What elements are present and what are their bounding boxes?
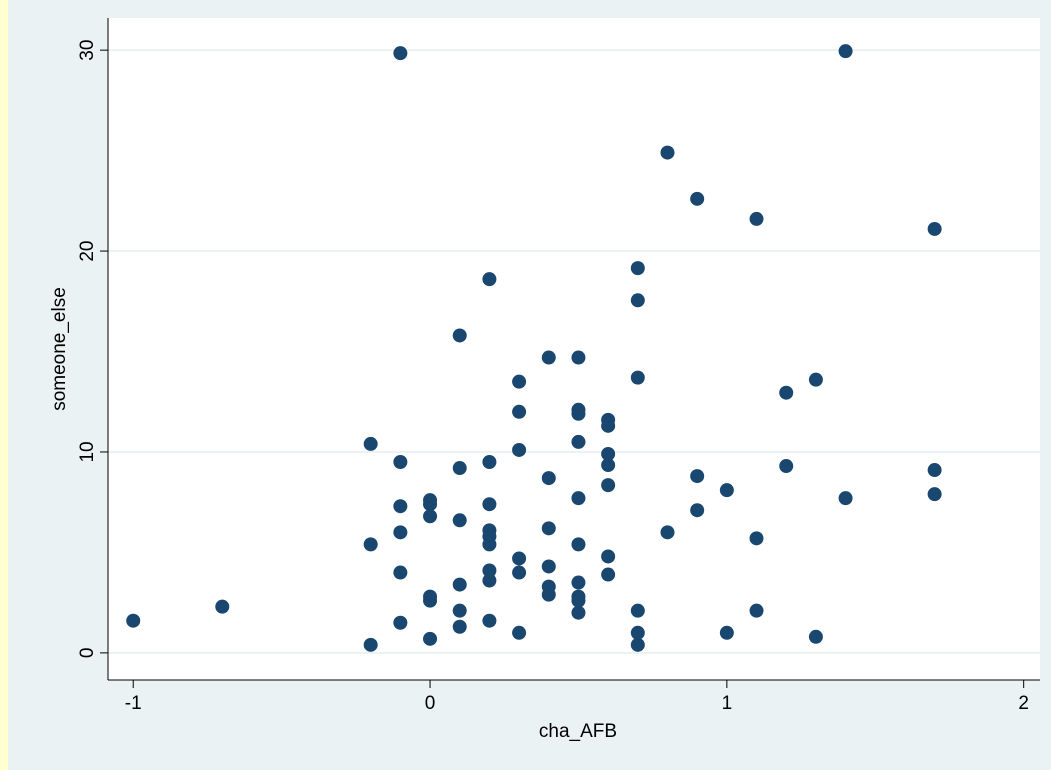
point [512,565,527,580]
point [393,565,408,580]
point [423,593,438,608]
point [482,455,497,470]
x-tick-label: -1 [125,693,142,714]
point [779,459,794,474]
point [690,191,705,206]
point [452,577,467,592]
point [660,145,675,160]
point [601,458,616,473]
point [482,573,497,588]
point [512,625,527,640]
point [452,328,467,343]
point [719,483,734,498]
point [630,637,645,652]
point [927,463,942,478]
point [630,293,645,308]
point [363,436,378,451]
y-tick-label: 20 [77,240,98,261]
point [512,551,527,566]
point [423,631,438,646]
point [393,525,408,540]
y-axis-title: someone_else [49,287,70,411]
x-tick-label: 2 [1018,693,1029,714]
point [690,503,705,518]
point [571,593,586,608]
left-strip [0,0,8,770]
point [393,46,408,61]
point [808,629,823,644]
point [601,418,616,433]
point [601,446,616,461]
plot-area [108,18,1040,680]
point [749,531,764,546]
point [601,478,616,493]
x-tick-label: 0 [425,693,436,714]
point [808,372,823,387]
point [571,605,586,620]
point [571,350,586,365]
point [630,625,645,640]
point [838,44,853,59]
point [838,491,853,506]
point [571,491,586,506]
point [512,442,527,457]
point [541,559,556,574]
point [779,385,794,400]
point [452,513,467,528]
point [690,469,705,484]
point [749,603,764,618]
point [541,471,556,486]
point [601,567,616,582]
point [541,350,556,365]
point [630,603,645,618]
point [423,497,438,512]
point [393,455,408,470]
point [512,374,527,389]
point [601,549,616,564]
x-axis-title: cha_AFB [539,721,617,742]
x-tick-label: 1 [722,693,733,714]
point [482,563,497,578]
point [571,434,586,449]
point [571,537,586,552]
point [541,521,556,536]
point [482,497,497,512]
point [363,537,378,552]
point [452,619,467,634]
point [482,613,497,628]
point [393,499,408,514]
point [571,406,586,421]
point [126,613,141,628]
point [541,587,556,602]
point [749,211,764,226]
point [482,272,497,287]
y-tick-label: 0 [77,648,98,659]
point [393,615,408,630]
point [452,603,467,618]
point [719,625,734,640]
point [423,509,438,524]
point [927,487,942,502]
point [571,575,586,590]
point [363,637,378,652]
point [630,370,645,385]
point [452,461,467,476]
y-tick-label: 30 [77,40,98,61]
point [512,404,527,419]
point [630,261,645,276]
point [215,599,230,614]
point [927,221,942,236]
point [660,525,675,540]
point [482,537,497,552]
y-tick-label: 10 [77,441,98,462]
